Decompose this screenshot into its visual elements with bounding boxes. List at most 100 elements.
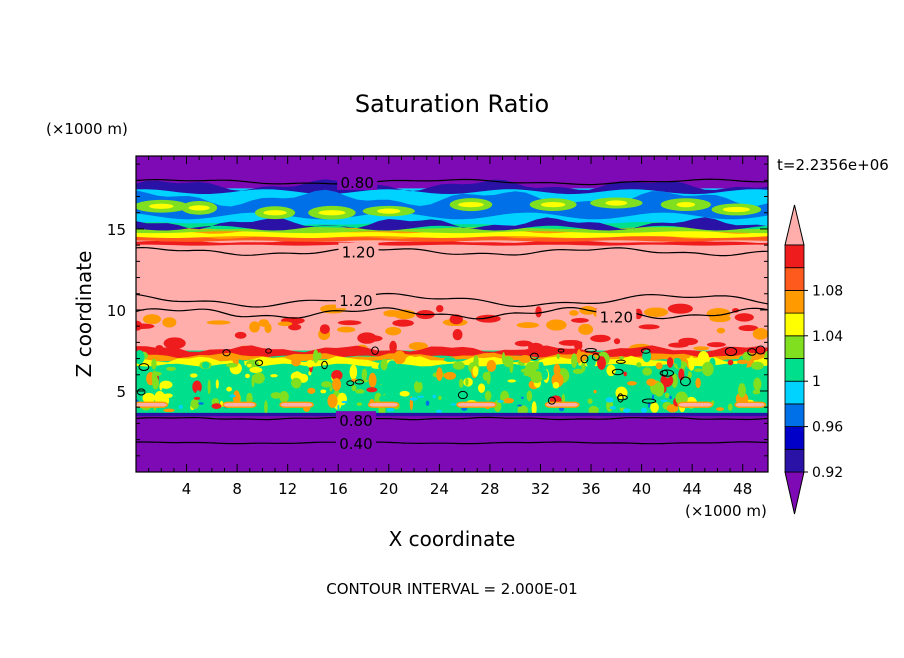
field-patch: [405, 355, 416, 365]
field-patch: [142, 392, 156, 404]
field-patch: [234, 331, 247, 339]
field-patch: [509, 358, 514, 374]
field-patch: [588, 405, 599, 415]
field-patch: [173, 365, 182, 376]
field-patch: [249, 321, 260, 333]
field-patch: [361, 368, 368, 381]
field-patch: [738, 368, 750, 374]
field-patch: [688, 356, 695, 371]
contour-loop: [557, 348, 565, 353]
field-patch: [530, 370, 543, 384]
colorbar-swatch: [784, 335, 805, 359]
field-patch: [198, 402, 204, 405]
contour-label: 0.40: [339, 435, 372, 453]
colorbar-tick-label: 1.04: [812, 329, 843, 345]
field-patch: [317, 352, 322, 359]
field-patch: [233, 390, 241, 406]
field-patch: [434, 380, 446, 392]
contour-loop: [641, 398, 657, 404]
contour-label-bg: [335, 291, 376, 309]
field-patch: [163, 337, 186, 350]
field-patch: [552, 381, 560, 389]
contour-loop: [584, 348, 597, 353]
field-patch: [337, 320, 362, 326]
field-patch: [263, 210, 287, 216]
contour-loop: [580, 354, 589, 364]
x-tick-label: 8: [232, 480, 242, 498]
field-patch: [307, 387, 316, 394]
field-patch: [538, 361, 544, 372]
field-patch: [734, 401, 767, 408]
field-patch: [716, 327, 726, 334]
field-patch: [436, 409, 442, 414]
field-patch: [726, 365, 738, 378]
field-patch: [668, 342, 689, 348]
contour-label: 0.80: [340, 174, 373, 192]
field-patch: [159, 382, 163, 391]
x-axis-label: X coordinate: [389, 527, 516, 551]
colorbar-swatch: [784, 267, 805, 291]
field-patch: [677, 401, 714, 408]
field-patch: [337, 392, 347, 406]
field-patch: [252, 372, 265, 384]
colorbar-tick-label: 1.08: [812, 283, 843, 299]
field-patch: [546, 319, 567, 331]
field-patch: [249, 366, 263, 373]
field-patch: [664, 392, 670, 399]
field-patch: [320, 389, 327, 394]
field-patch: [367, 401, 400, 408]
field-patch: [136, 323, 155, 330]
field-patch: [417, 395, 425, 398]
y-unit-label: (×1000 m): [46, 120, 128, 138]
field-patch: [574, 341, 583, 351]
field-patch: [553, 363, 561, 376]
field-patch: [660, 373, 674, 388]
field-patch: [193, 396, 201, 400]
field-patch: [734, 313, 754, 322]
field-patch: [247, 363, 252, 368]
field-patch: [386, 407, 395, 412]
field-patch: [709, 314, 731, 323]
field-patch: [521, 396, 524, 399]
field-patch: [654, 381, 665, 397]
field-patch: [517, 404, 523, 407]
field-patch: [587, 398, 593, 404]
y-tick-label: 10: [107, 302, 126, 320]
field-patch: [726, 376, 732, 382]
field-patch: [207, 379, 211, 395]
field-patch: [753, 377, 762, 391]
contour-loop: [321, 360, 328, 370]
field-patch: [593, 389, 597, 394]
field-patch: [465, 378, 469, 386]
field-patch: [651, 394, 655, 400]
field-patch: [413, 380, 423, 393]
x-tick-label: 36: [581, 480, 600, 498]
field-patch: [190, 398, 200, 410]
field-patch: [449, 314, 463, 325]
contour-loop: [611, 368, 624, 376]
field-patch: [163, 408, 175, 413]
colorbar: 0.92 0.96 1 1.04 1.08: [784, 204, 843, 515]
field-patch: [380, 358, 388, 371]
field-patch: [667, 303, 693, 314]
field-patch: [379, 395, 390, 404]
contour-label-bg: [596, 307, 637, 325]
field-patch: [446, 393, 458, 401]
contour-loop: [354, 379, 365, 385]
field-patch: [572, 368, 584, 375]
field-patch: [544, 384, 548, 392]
field-patch: [291, 377, 302, 389]
field-patch: [605, 200, 628, 206]
field-band: [136, 217, 768, 231]
field-patch: [544, 401, 580, 408]
field-patch: [279, 401, 314, 408]
contour-loop: [591, 353, 600, 361]
field-patch: [151, 370, 158, 385]
contour-lines: [136, 178, 768, 445]
x-tick-label: 16: [329, 480, 348, 498]
field-patch: [570, 318, 589, 323]
field-patch: [188, 205, 210, 211]
field-patch: [571, 353, 578, 368]
field-patch: [622, 408, 631, 413]
field-patch: [277, 321, 293, 327]
